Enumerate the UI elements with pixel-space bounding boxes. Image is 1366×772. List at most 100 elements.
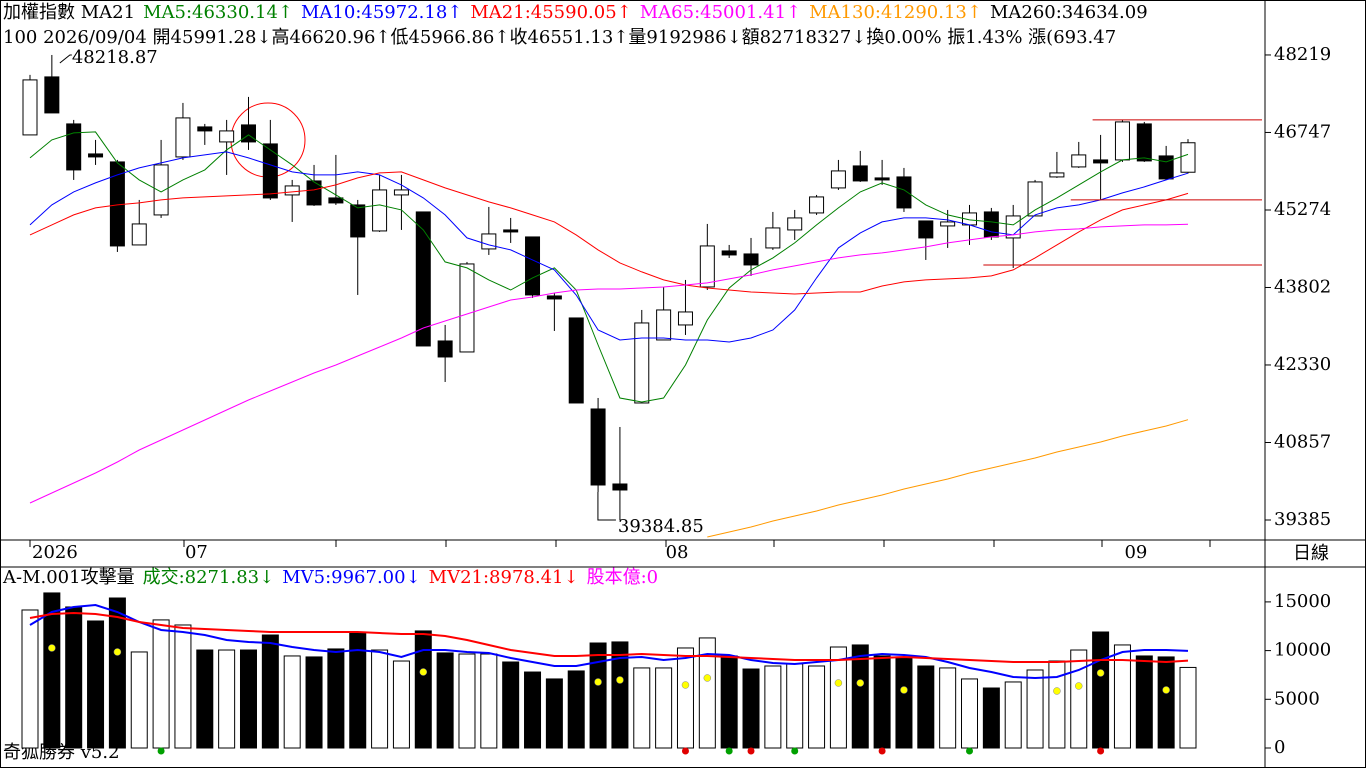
y-tick-label: 39385	[1274, 509, 1331, 530]
volume-bar	[764, 665, 782, 749]
candle-body	[131, 223, 147, 246]
candle-body	[612, 483, 628, 491]
volume-bar	[371, 649, 389, 749]
candle-body	[197, 126, 213, 132]
candle-body	[1136, 123, 1152, 162]
y-tick-label: 48219	[1274, 44, 1331, 65]
signal-marker	[747, 747, 755, 755]
y-tick-label: 45274	[1274, 199, 1331, 220]
volume-bar	[524, 671, 542, 749]
ma-line	[29, 151, 1189, 343]
candle-body	[1114, 121, 1130, 161]
signal-dot	[900, 686, 908, 694]
volume-bar	[851, 644, 869, 749]
volume-bar	[808, 665, 826, 749]
candle-body	[437, 340, 453, 358]
candle-body	[874, 177, 890, 181]
candle-body	[306, 180, 322, 206]
volume-bar	[436, 652, 454, 749]
volume-bar	[939, 667, 957, 749]
candle-body	[66, 123, 82, 171]
volume-bar	[43, 592, 61, 749]
volume-bar	[283, 655, 301, 749]
x-tick-label: 2026	[32, 542, 78, 563]
volume-bar	[174, 624, 192, 749]
y-tick-label: 10000	[1274, 640, 1331, 661]
volume-bar	[414, 630, 432, 749]
candle-body	[1158, 155, 1174, 180]
volume-bar	[786, 663, 804, 749]
y-tick-label: 43802	[1274, 276, 1331, 297]
candle-body	[262, 143, 278, 199]
volume-bar	[1179, 666, 1197, 749]
volume-bar	[1157, 656, 1175, 749]
candle-body	[481, 233, 497, 250]
signal-dot	[703, 674, 712, 682]
y-tick-label: 5000	[1274, 688, 1320, 709]
low-label: 39384.85	[618, 516, 704, 537]
signal-dot	[419, 668, 428, 676]
signal-dot	[856, 679, 865, 687]
volume-bar	[982, 687, 1000, 749]
volume-bar	[87, 620, 105, 749]
candle-body	[940, 221, 956, 227]
leader-line	[597, 492, 616, 521]
signal-dot	[1053, 687, 1061, 695]
candle-body	[983, 211, 999, 238]
candle-body	[568, 317, 584, 404]
volume-bar	[196, 649, 214, 749]
volume-bar	[611, 641, 629, 749]
volume-bar	[589, 642, 607, 749]
header-item: A-M.001攻擊量	[2, 567, 135, 588]
candle-body	[240, 124, 256, 143]
volume-bar	[458, 653, 476, 749]
volume-bar	[1092, 631, 1110, 749]
candle-body	[328, 197, 344, 204]
candle-body	[44, 76, 60, 114]
header-item: MA21:45590.05↑	[470, 2, 631, 23]
header: 加權指數 MA21 MA5:46330.14↑ MA10:45972.18↑ MA21…	[3, 2, 1148, 48]
header-line: 100 2026/09/04 開45991.28↓高46620.96↑低4596…	[3, 27, 1116, 48]
volume-bar	[720, 655, 738, 749]
candle-body	[699, 245, 715, 288]
signal-marker	[791, 747, 799, 755]
candle-body	[765, 227, 781, 249]
y-tick-label: 15000	[1274, 591, 1331, 612]
candle-body	[219, 130, 235, 143]
candle-body	[350, 204, 366, 238]
volume-bar	[567, 670, 585, 749]
candle-body	[153, 164, 169, 216]
volume-bar	[655, 667, 673, 749]
volume-bar	[239, 649, 257, 749]
candle-body	[88, 153, 104, 158]
ma-line	[29, 223, 1189, 504]
candle-body	[503, 229, 519, 233]
candle-body	[721, 250, 737, 256]
y-tick-label: 40857	[1274, 432, 1331, 453]
signal-dot	[48, 644, 56, 652]
volume-bar	[218, 649, 236, 749]
signal-dot	[1096, 669, 1105, 677]
candle-body	[634, 322, 650, 404]
volume-bar	[1113, 644, 1131, 749]
signal-dot	[113, 648, 122, 656]
volume-bar	[130, 651, 148, 749]
header-item: MA5:46330.14↑	[143, 2, 293, 23]
volume-bar	[305, 656, 323, 749]
x-tick-label: 09	[1124, 542, 1147, 563]
candle-body	[1005, 215, 1021, 239]
signal-marker	[966, 747, 974, 755]
volume-bar	[633, 667, 651, 749]
candle-body	[525, 236, 541, 296]
volume-bar	[1004, 681, 1022, 749]
volume-bar	[480, 653, 498, 749]
volume-bar	[917, 665, 935, 749]
volume-bar	[1135, 655, 1153, 749]
candle-body	[393, 189, 409, 196]
header-item: MA260:34634.09	[990, 2, 1148, 23]
mv-line	[29, 603, 1189, 680]
x-tick-label: 08	[666, 542, 689, 563]
signal-dot	[1162, 686, 1170, 694]
header-line: 加權指數 MA21 MA5:46330.14↑ MA10:45972.18↑ MA21…	[3, 2, 1148, 23]
